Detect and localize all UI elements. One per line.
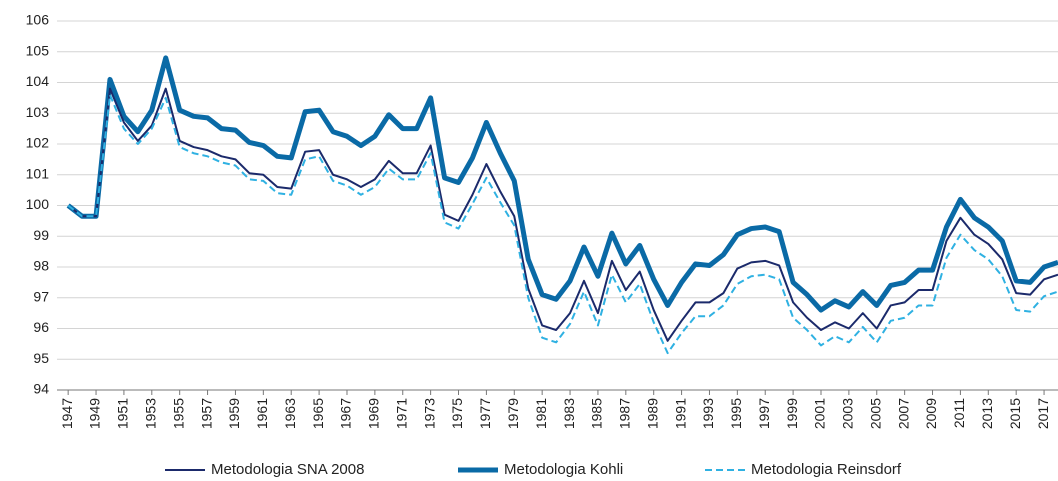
x-tick-label: 2009	[923, 398, 939, 429]
x-tick-label: 1955	[170, 398, 186, 429]
x-tick-label: 1997	[756, 398, 772, 429]
x-tick-label: 1969	[366, 398, 382, 429]
y-tick-label: 94	[33, 381, 49, 397]
y-tick-label: 103	[26, 104, 50, 120]
x-tick-label: 2003	[840, 398, 856, 429]
y-tick-label: 98	[33, 258, 49, 274]
x-tick-label: 1981	[533, 398, 549, 429]
x-tick-label: 2005	[867, 398, 883, 429]
x-tick-label: 1993	[700, 398, 716, 429]
x-tick-label: 1961	[254, 398, 270, 429]
y-tick-label: 102	[26, 135, 50, 151]
series-line	[67, 93, 1058, 355]
legend-label: Metodologia SNA 2008	[211, 461, 364, 478]
x-tick-label: 1967	[338, 398, 354, 429]
y-tick-label: 104	[26, 73, 50, 89]
x-tick-label: 1985	[589, 398, 605, 429]
x-tick-label: 1949	[87, 398, 103, 429]
x-tick-label: 1983	[561, 398, 577, 429]
series-line	[66, 55, 1058, 313]
x-tick-label: 2015	[1007, 398, 1023, 429]
x-tick-label: 1999	[784, 398, 800, 429]
y-tick-label: 101	[26, 165, 50, 181]
x-tick-label: 1979	[505, 398, 521, 429]
y-tick-label: 99	[33, 227, 49, 243]
x-tick-label: 1965	[310, 398, 326, 429]
x-tick-label: 2007	[895, 398, 911, 429]
legend-label: Metodologia Reinsdorf	[751, 461, 902, 478]
x-tick-label: 1951	[115, 398, 131, 429]
y-tick-label: 100	[26, 196, 50, 212]
x-tick-label: 2001	[812, 398, 828, 429]
x-tick-label: 2017	[1035, 398, 1051, 429]
legend: Metodologia SNA 2008 Metodologia Kohli Met…	[165, 461, 902, 478]
x-tick-label: 1971	[393, 398, 409, 429]
y-tick-label: 105	[26, 42, 50, 58]
x-tick-label: 1995	[728, 398, 744, 429]
x-tick-label: 1957	[198, 398, 214, 429]
y-tick-label: 97	[33, 288, 49, 304]
legend-label: Metodologia Kohli	[504, 461, 623, 478]
x-tick-label: 1989	[644, 398, 660, 429]
x-tick-label: 1977	[477, 398, 493, 429]
x-tick-label: 2011	[951, 398, 967, 428]
x-tick-label: 1947	[59, 398, 75, 429]
x-tick-label: 2013	[979, 398, 995, 429]
x-tick-label: 1963	[282, 398, 298, 429]
y-tick-label: 95	[33, 350, 49, 366]
series-line	[67, 87, 1058, 342]
x-tick-label: 1975	[449, 398, 465, 429]
y-tick-label: 96	[33, 319, 49, 335]
x-tick-label: 1953	[143, 398, 159, 429]
x-tick-label: 1987	[617, 398, 633, 429]
x-tick-label: 1959	[226, 398, 242, 429]
x-tick-label: 1973	[421, 398, 437, 429]
x-tick-label: 1991	[672, 398, 688, 429]
y-tick-label: 106	[26, 12, 50, 28]
